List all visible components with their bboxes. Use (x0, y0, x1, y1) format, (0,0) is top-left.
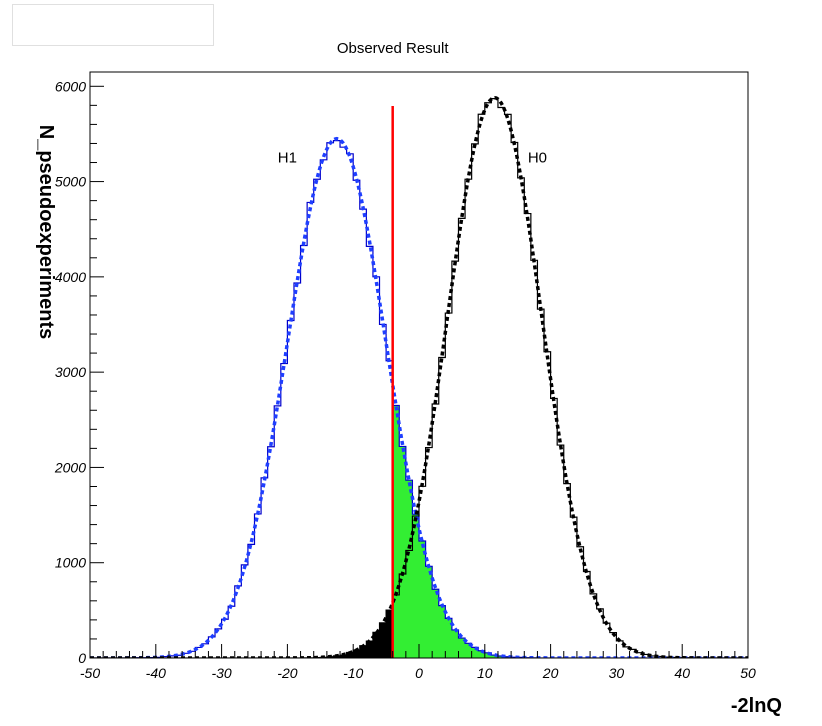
x-tick-label: -40 (146, 665, 166, 681)
y-tick-label: 5000 (55, 174, 86, 190)
title-box (12, 4, 214, 46)
y-tick-label: 4000 (55, 269, 86, 285)
y-tick-label: 2000 (54, 459, 86, 475)
x-tick-label: -30 (211, 665, 231, 681)
y-tick-label: 1000 (55, 555, 86, 571)
x-tick-label: 50 (740, 665, 756, 681)
x-tick-label: 30 (609, 665, 625, 681)
y-tick-label: 0 (78, 650, 86, 666)
annotations: H1 H0 Observed Result (278, 40, 547, 167)
annotation-h0: H0 (528, 150, 547, 167)
x-axis-title: -2lnQ (731, 695, 782, 717)
x-tick-label: 20 (542, 665, 559, 681)
y-axis-ticks: 0 1000 2000 3000 4000 5000 6000 (54, 78, 104, 666)
x-tick-label: 10 (477, 665, 493, 681)
y-axis-title: N_pseudoexperiments (35, 125, 57, 340)
x-tick-label: 0 (415, 665, 423, 681)
annotation-observed-result: Observed Result (337, 40, 450, 57)
y-tick-label: 6000 (55, 78, 86, 94)
x-tick-label: -10 (343, 665, 363, 681)
x-tick-label: -20 (277, 665, 297, 681)
x-tick-label: -50 (80, 665, 100, 681)
x-axis-ticks: -50 -40 -30 -20 -10 0 10 20 30 40 50 (80, 644, 756, 681)
y-tick-label: 3000 (55, 364, 86, 380)
shaded-region-h1 (392, 405, 748, 658)
annotation-h1: H1 (278, 150, 297, 167)
shaded-region-h0 (90, 610, 393, 658)
shaded-regions (90, 405, 748, 658)
x-tick-label: 40 (674, 665, 690, 681)
